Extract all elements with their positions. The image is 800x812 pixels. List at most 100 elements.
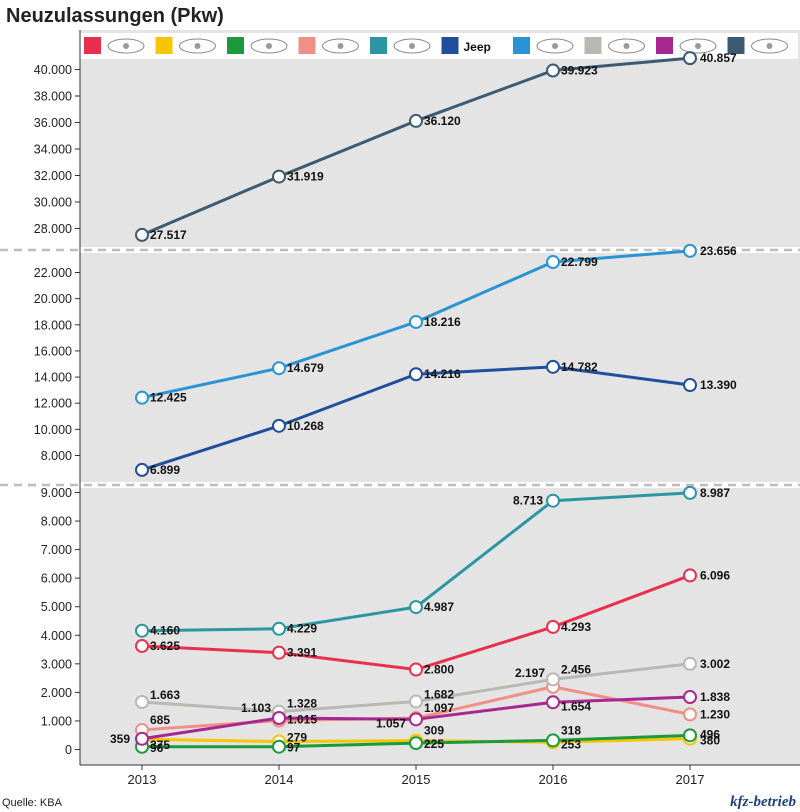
y-tick-label: 10.000 <box>34 423 72 437</box>
data-point <box>546 695 560 710</box>
panel-breaks <box>0 247 800 488</box>
data-label: 3.002 <box>700 657 730 671</box>
logo-outline <box>393 38 431 54</box>
data-point <box>409 712 423 727</box>
data-label: 1.015 <box>287 713 317 727</box>
logo-mark <box>194 43 201 49</box>
legend-swatch <box>656 37 673 54</box>
data-label: 4.293 <box>561 620 591 634</box>
data-label: 22.799 <box>561 255 598 269</box>
data-label: 3.391 <box>287 646 317 660</box>
data-label: 3.625 <box>150 639 180 653</box>
jaguar-logo <box>393 38 431 54</box>
data-label: 40.857 <box>700 51 737 65</box>
logo-outline <box>322 38 359 54</box>
legend: Jeep <box>80 33 798 59</box>
data-point <box>683 690 697 705</box>
data-label: 1.654 <box>561 699 591 713</box>
y-tick-label: 6.000 <box>41 572 72 586</box>
data-label: 309 <box>424 724 444 738</box>
logo-mark <box>766 43 773 49</box>
data-point <box>546 63 560 78</box>
data-label: 97 <box>287 741 301 755</box>
data-point <box>683 656 697 671</box>
data-label: 225 <box>424 737 444 751</box>
lexus-logo <box>608 38 645 54</box>
data-point <box>135 731 149 746</box>
series-points <box>135 51 697 754</box>
data-point <box>135 462 149 477</box>
y-tick-label: 0 <box>65 743 72 757</box>
brand-logo: kfz-betrieb <box>730 794 796 810</box>
data-label: 279 <box>287 731 307 745</box>
data-label: 13.390 <box>700 378 737 392</box>
data-point <box>546 493 560 508</box>
plot-area <box>80 30 800 765</box>
data-point <box>272 621 286 636</box>
data-point <box>683 485 697 500</box>
data-label: 1.230 <box>700 707 730 721</box>
data-label: 4.160 <box>150 624 180 638</box>
data-label: 375 <box>150 738 170 752</box>
data-label: 1.682 <box>424 687 454 701</box>
data-label: 36.120 <box>424 114 461 128</box>
data-point <box>135 390 149 405</box>
data-point <box>546 733 560 748</box>
data-point <box>683 707 697 722</box>
jeep-logo: Jeep <box>464 40 491 54</box>
data-label: 2.800 <box>424 663 454 677</box>
y-tick-label: 18.000 <box>34 318 72 332</box>
maserati-logo <box>679 38 717 54</box>
data-point <box>409 662 423 677</box>
data-point <box>546 359 560 374</box>
y-tick-label: 3.000 <box>41 657 72 671</box>
y-tick-label: 30.000 <box>34 196 72 210</box>
data-point <box>409 600 423 615</box>
data-point <box>272 361 286 376</box>
data-label: 1.057 <box>376 716 406 730</box>
y-tick-label: 34.000 <box>34 143 72 157</box>
logo-outline <box>250 38 288 54</box>
x-tick-label: 2015 <box>402 772 431 787</box>
aston-martin-logo <box>179 38 216 54</box>
data-point <box>135 623 149 638</box>
data-label: 1.838 <box>700 690 730 704</box>
data-point <box>683 728 697 743</box>
logo-mark <box>266 43 272 49</box>
legend-label: Jeep <box>464 40 491 54</box>
data-point <box>546 255 560 270</box>
data-point <box>683 568 697 583</box>
y-tick-label: 8.000 <box>41 449 72 463</box>
legend-swatch <box>584 37 602 54</box>
y-tick-label: 12.000 <box>34 397 72 411</box>
legend-swatch <box>513 37 530 54</box>
logo-outline <box>608 38 645 54</box>
data-label: 359 <box>110 732 130 746</box>
x-tick-label: 2016 <box>539 772 568 787</box>
alfa-romeo-logo <box>107 38 145 54</box>
logo-outline <box>751 38 788 54</box>
logo-outline <box>536 38 574 54</box>
data-label: 14.216 <box>424 367 461 381</box>
data-label: 4.229 <box>287 622 317 636</box>
data-point <box>409 367 423 382</box>
y-tick-label: 32.000 <box>34 169 72 183</box>
data-point <box>272 711 286 726</box>
data-label: 6.096 <box>700 568 730 582</box>
data-point <box>683 243 697 258</box>
y-tick-label: 4.000 <box>41 629 72 643</box>
data-label: 14.679 <box>287 361 324 375</box>
logo-mark <box>337 43 344 49</box>
y-tick-label: 28.000 <box>34 222 72 236</box>
data-label: 39.923 <box>561 64 598 78</box>
cadillac-logo <box>250 38 288 54</box>
data-point <box>135 695 149 710</box>
data-label: 27.517 <box>150 228 187 242</box>
x-tick-label: 2017 <box>676 772 705 787</box>
legend-swatch <box>370 37 387 54</box>
data-label: 2.456 <box>561 662 591 676</box>
data-label: 8.713 <box>513 494 543 508</box>
y-tick-label: 22.000 <box>34 266 72 280</box>
data-label: 318 <box>561 723 581 737</box>
x-axis: 2013 2014 2015 2016 2017 <box>80 764 800 787</box>
